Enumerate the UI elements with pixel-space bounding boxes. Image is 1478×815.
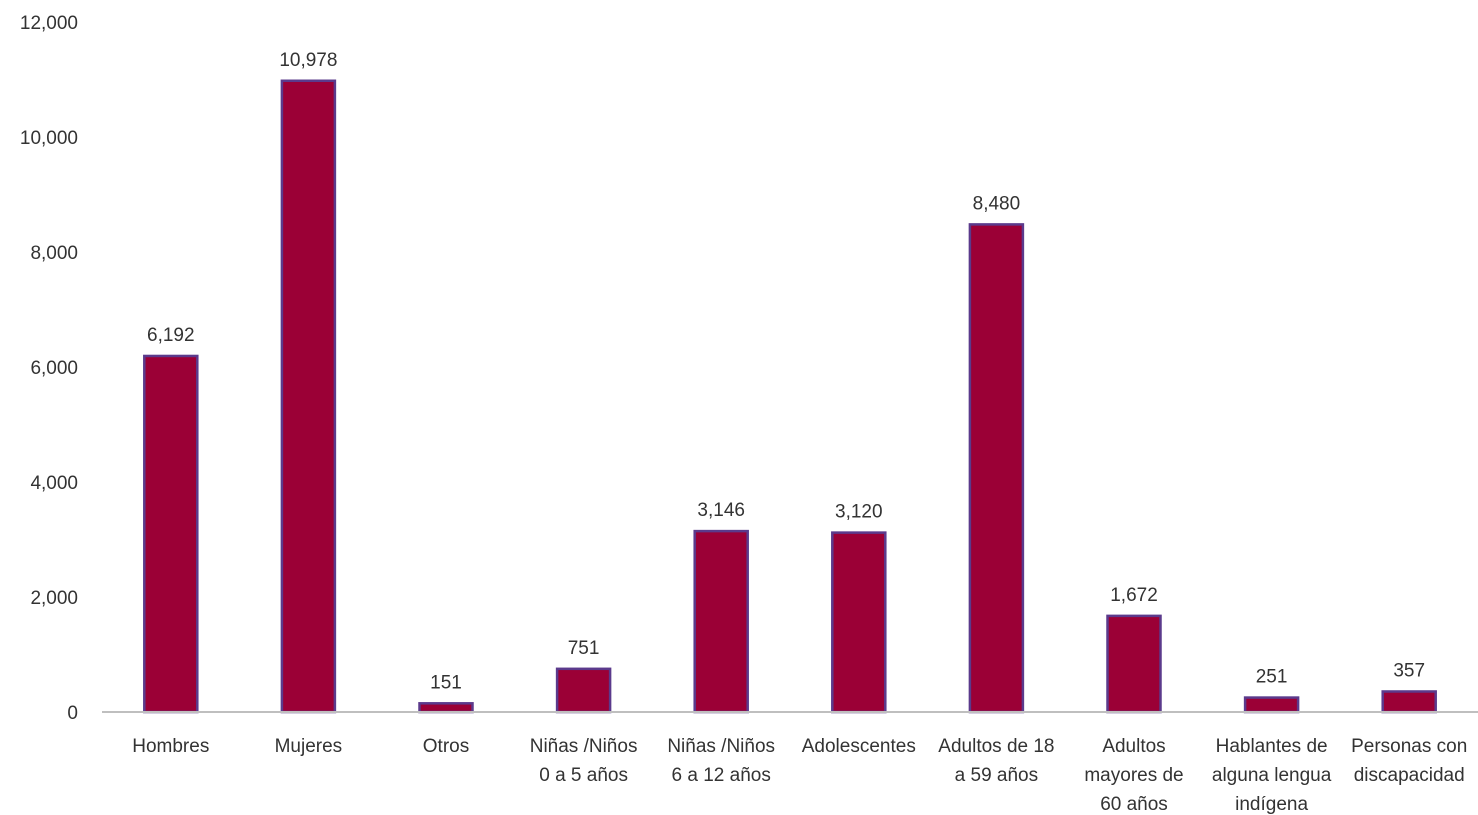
category-label: Personas con discapacidad — [1351, 736, 1467, 786]
y-tick-label: 0 — [67, 703, 78, 724]
y-tick-label: 8,000 — [30, 243, 78, 264]
bar — [968, 223, 1025, 714]
category-labels: Hombres Mujeres Otros Niñas /Niños 0 a 5 año… — [132, 736, 1467, 815]
category-label: Hablantes de alguna lengua indígena — [1212, 736, 1332, 815]
bar — [1106, 614, 1162, 714]
bar — [831, 531, 887, 714]
data-label: 151 — [430, 672, 462, 693]
bar — [1243, 696, 1300, 714]
data-label: 3,120 — [835, 502, 883, 523]
category-label: Niñas /Niños 0 a 5 años — [530, 736, 638, 786]
bar — [1381, 690, 1437, 714]
data-label: 357 — [1393, 660, 1425, 681]
category-label: Niñas /Niños 6 a 12 años — [667, 736, 775, 786]
bar — [280, 79, 337, 714]
category-label: Adolescentes — [802, 736, 916, 757]
y-tick-label: 12,000 — [20, 13, 78, 34]
data-label: 10,978 — [279, 50, 337, 71]
data-label: 8,480 — [973, 193, 1021, 214]
data-label: 751 — [568, 638, 600, 659]
bar — [555, 667, 612, 714]
bar — [143, 354, 199, 714]
category-label: Otros — [423, 736, 469, 757]
y-tick-label: 4,000 — [30, 473, 78, 494]
y-axis-tick-labels: 0 2,000 4,000 6,000 8,000 10,000 12,000 — [20, 13, 78, 724]
data-label: 3,146 — [697, 500, 745, 521]
y-tick-label: 6,000 — [30, 358, 78, 379]
data-label: 6,192 — [147, 325, 195, 346]
bars — [143, 79, 1437, 714]
bar — [418, 702, 474, 714]
y-tick-label: 2,000 — [30, 588, 78, 609]
category-label: Adultos mayores de 60 años — [1084, 736, 1183, 815]
data-labels: 6,192 10,978 151 751 3,146 3,120 8,480 1,672 251… — [147, 50, 1425, 694]
y-tick-label: 10,000 — [20, 128, 78, 149]
data-label: 1,672 — [1110, 585, 1158, 606]
data-label: 251 — [1256, 667, 1288, 688]
category-label: Hombres — [132, 736, 209, 757]
bar — [693, 529, 749, 714]
category-label: Adultos de 18 a 59 años — [938, 736, 1054, 786]
category-label: Mujeres — [275, 736, 343, 757]
